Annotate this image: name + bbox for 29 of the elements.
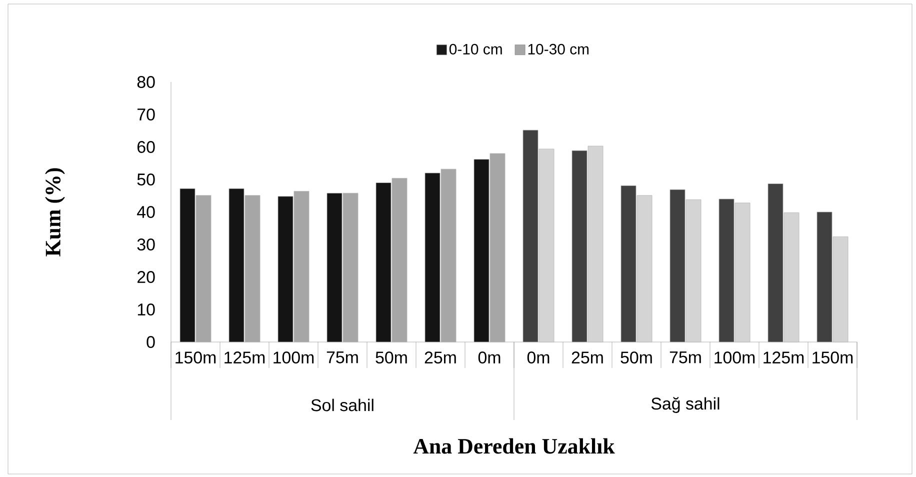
y-tick-label: 60 (138, 141, 155, 153)
x-tick-label: 75m (326, 352, 358, 364)
y-tick-label: 0 (146, 336, 155, 348)
text: Sol sahil (311, 398, 374, 412)
y-tick-label: 30 (137, 238, 155, 250)
legend-label: 10-30 cm (528, 44, 589, 54)
x-tick-label: 125m (764, 352, 804, 364)
x-tick-label: 25m (424, 352, 456, 364)
x-tick-label: 50m (376, 352, 407, 364)
y-tick-label: 40 (137, 206, 155, 218)
y-tick-label: 70 (138, 108, 155, 120)
y-axis-title: Kum (%) (45, 168, 65, 256)
x-tick-label: 25m (572, 352, 603, 364)
x-tick-label: 150m (812, 352, 853, 364)
y-tick-label: 20 (138, 271, 155, 283)
x-axis-title: Ana Dereden Uzaklık (413, 438, 615, 454)
y-tick-label: 80 (137, 76, 155, 88)
legend-label: 0-10 cm (449, 44, 502, 54)
x-tick-label: 0m (478, 352, 500, 364)
x-tick-label: 50m (620, 352, 652, 364)
x-tick-label: 100m (274, 352, 314, 364)
y-tick-label: 10 (138, 304, 155, 316)
x-tick-label: 150m (176, 352, 216, 364)
x-tick-label: 0m (527, 352, 550, 364)
x-tick-label: 100m (714, 352, 755, 364)
text: Sağ sahil (651, 397, 720, 414)
y-tick-label: 50 (137, 174, 155, 186)
x-tick-label: 75m (670, 352, 701, 364)
x-tick-label: 125m (224, 352, 265, 364)
